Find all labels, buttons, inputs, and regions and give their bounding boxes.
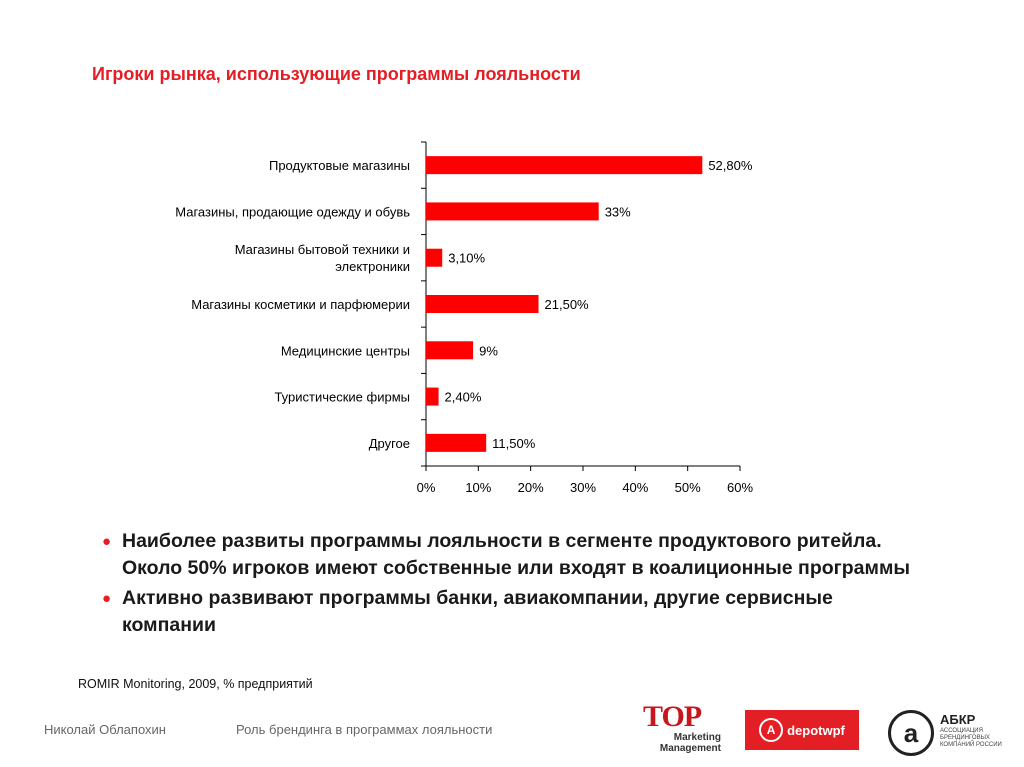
data-label: 33% xyxy=(605,204,631,219)
bullet-item: ● Активно развивают программы банки, ави… xyxy=(100,585,930,639)
data-label: 21,50% xyxy=(545,297,590,312)
bar xyxy=(426,295,539,313)
depot-mark-icon: A xyxy=(759,718,784,742)
data-label: 9% xyxy=(479,343,498,358)
x-tick-label: 20% xyxy=(518,480,544,495)
x-tick-label: 40% xyxy=(622,480,648,495)
bar xyxy=(426,202,599,221)
bar xyxy=(426,433,487,452)
data-label: 2,40% xyxy=(445,390,482,405)
data-label: 52,80% xyxy=(708,158,753,173)
top-logo-line2: Management xyxy=(659,743,721,754)
abkr-logo: а АБКР АССОЦИАЦИЯ БРЕНДИНГОВЫХ КОМПАНИЙ … xyxy=(888,708,1008,764)
category-label: Продуктовые магазины xyxy=(269,158,410,173)
abkr-mark-icon: а xyxy=(888,710,934,756)
bullet-text: Наиболее развиты программы лояльности в … xyxy=(122,530,911,579)
bullet-item: ● Наиболее развиты программы лояльности … xyxy=(100,528,930,582)
x-tick-label: 30% xyxy=(570,480,596,495)
bullet-dot-icon: ● xyxy=(102,590,112,607)
depot-logo: A depotwpf xyxy=(745,710,859,750)
category-label: Другое xyxy=(369,436,410,451)
category-label: Магазины косметики и парфюмерии xyxy=(191,297,410,312)
bullet-text: Активно развивают программы банки, авиак… xyxy=(122,587,833,636)
category-label: Магазины, продающие одежду и обувь xyxy=(175,204,410,219)
category-label: электроники xyxy=(335,259,410,274)
abkr-logo-name: АБКР xyxy=(940,712,976,727)
top-logo-line1: Marketing xyxy=(673,732,721,743)
page-title: Игроки рынка, использующие программы лоя… xyxy=(92,64,581,84)
abkr-logo-sub: АССОЦИАЦИЯ БРЕНДИНГОВЫХ КОМПАНИЙ РОССИИ xyxy=(940,728,1002,748)
bar xyxy=(426,387,439,406)
category-label: Медицинские центры xyxy=(281,343,410,358)
x-tick-label: 10% xyxy=(465,480,491,495)
category-label: Туристические фирмы xyxy=(274,390,410,405)
bar xyxy=(426,341,474,360)
source-note: ROMIR Monitoring, 2009, % предприятий xyxy=(78,677,313,691)
data-label: 11,50% xyxy=(492,436,536,451)
footer-author: Николай Облапохин xyxy=(44,722,166,737)
top-logo-word: TOP xyxy=(643,700,702,733)
x-tick-label: 0% xyxy=(417,480,436,495)
data-label: 3,10% xyxy=(448,251,485,266)
x-tick-label: 60% xyxy=(727,480,753,495)
bar xyxy=(426,248,443,267)
bullet-dot-icon: ● xyxy=(102,533,112,550)
x-tick-label: 50% xyxy=(675,480,701,495)
category-label: Магазины бытовой техники и xyxy=(235,242,410,257)
depot-logo-text: depotwpf xyxy=(787,722,845,738)
bar xyxy=(426,156,703,175)
top-marketing-logo: TOP Marketing Management xyxy=(643,702,721,764)
bar-chart: 0% 10% 20% 30% 40% 50% 60% Продуктовые магазины… xyxy=(175,141,753,495)
footer-topic: Роль брендинга в программах лояльности xyxy=(236,722,493,737)
bullet-list: ● Наиболее развиты программы лояльности … xyxy=(100,528,930,642)
